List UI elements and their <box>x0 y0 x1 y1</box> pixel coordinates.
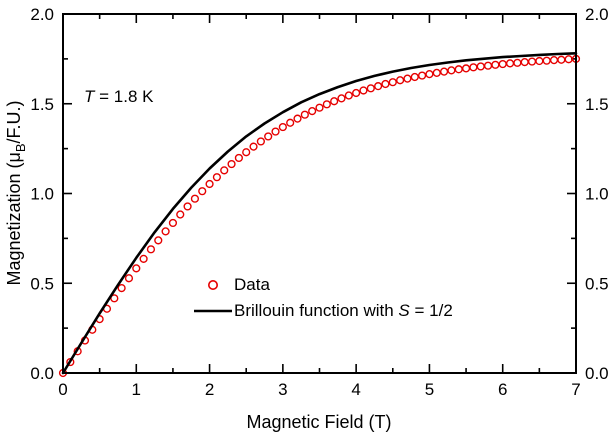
data-marker-icon <box>192 275 234 295</box>
svg-text:3: 3 <box>278 380 287 399</box>
svg-text:2.0: 2.0 <box>30 5 54 24</box>
temperature-annotation-symbol: T <box>84 87 95 106</box>
legend: Data Brillouin function with S = 1/2 <box>192 272 453 324</box>
y-axis-title: Magnetization (μB/F.U.) <box>4 100 28 285</box>
temperature-annotation-value: = 1.8 K <box>94 87 154 106</box>
svg-text:4: 4 <box>351 380 360 399</box>
brillouin-line-icon <box>192 301 234 321</box>
legend-label-data: Data <box>234 275 270 294</box>
legend-label-brillouin: Brillouin function with S = 1/2 <box>234 301 453 320</box>
svg-text:1.5: 1.5 <box>30 95 54 114</box>
legend-row-data: Data <box>192 272 453 298</box>
svg-text:1: 1 <box>132 380 141 399</box>
open-circle-icon <box>208 280 218 290</box>
svg-text:0.5: 0.5 <box>30 274 54 293</box>
x-axis-title: Magnetic Field (T) <box>246 412 392 432</box>
legend-row-brillouin: Brillouin function with S = 1/2 <box>192 298 453 324</box>
tick-labels: 0 1 2 3 4 5 6 7 0.0 0.0 0.5 0.5 1.0 1.0 1.5 1.5 2.0 2.0 <box>30 5 608 399</box>
svg-text:1.0: 1.0 <box>585 185 609 204</box>
data-series <box>58 54 581 378</box>
brillouin-line-series <box>61 52 578 375</box>
svg-text:1.5: 1.5 <box>585 95 609 114</box>
svg-text:0.0: 0.0 <box>585 364 609 383</box>
svg-text:5: 5 <box>425 380 434 399</box>
svg-text:6: 6 <box>498 380 507 399</box>
svg-text:2: 2 <box>205 380 214 399</box>
y-axis-title-sub: B <box>12 143 28 153</box>
svg-text:7: 7 <box>571 380 580 399</box>
svg-text:2.0: 2.0 <box>585 5 609 24</box>
series <box>58 52 581 378</box>
svg-text:0.5: 0.5 <box>585 274 609 293</box>
y-axis-title-pre: Magnetization (μ <box>4 152 25 286</box>
y-axis-title-post: /F.U.) <box>4 100 25 144</box>
temperature-annotation: T = 1.8 K <box>84 87 153 107</box>
plot-frame <box>62 13 577 374</box>
svg-text:0: 0 <box>58 380 67 399</box>
svg-text:1.0: 1.0 <box>30 185 54 204</box>
svg-text:0.0: 0.0 <box>30 364 54 383</box>
